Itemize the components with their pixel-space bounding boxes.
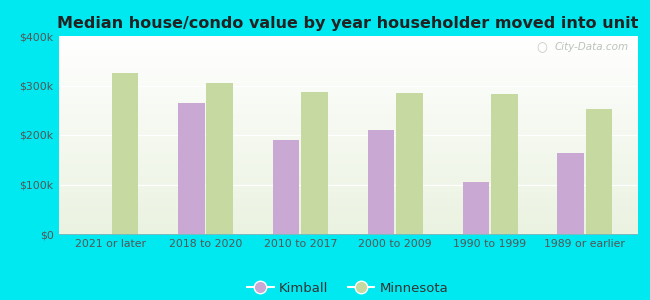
Bar [273,140,300,234]
Bar [368,130,394,234]
Title: Median house/condo value by year householder moved into unit: Median house/condo value by year househo… [57,16,638,31]
Text: ○: ○ [536,41,547,54]
Bar [207,83,233,234]
Text: City-Data.com: City-Data.com [554,42,629,52]
Bar [112,73,138,234]
Bar [302,92,328,234]
Bar [396,93,422,234]
Legend: Kimball, Minnesota: Kimball, Minnesota [242,276,454,300]
Bar [463,182,489,234]
Bar [491,94,517,234]
Bar [178,103,205,234]
Bar [557,153,584,234]
Bar [586,109,612,234]
